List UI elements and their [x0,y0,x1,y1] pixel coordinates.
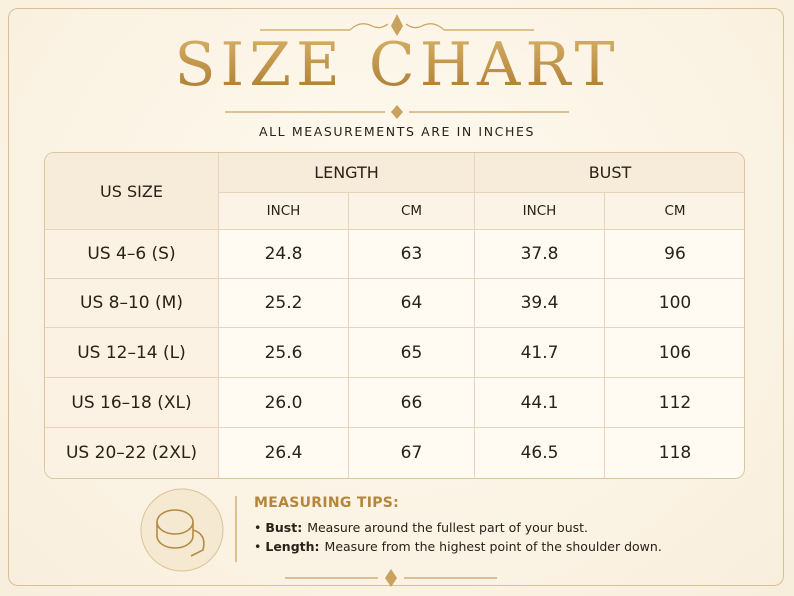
value-cell: 25.6 [219,328,349,378]
unit-header: INCH [475,193,605,230]
value-cell: 65 [349,328,475,378]
value-cell: 39.4 [475,279,605,328]
size-cell: US 4–6 (S) [45,230,219,279]
value-cell: 118 [605,428,744,478]
group-header: BUST [475,153,744,193]
value-cell: 46.5 [475,428,605,478]
value-cell: 112 [605,378,744,428]
size-cell: US 12–14 (L) [45,328,219,378]
value-cell: 25.2 [219,279,349,328]
tip-label: Bust: [265,520,303,535]
unit-header: CM [605,193,744,230]
unit-header: INCH [219,193,349,230]
tip: Bust: Measure around the fullest part of … [254,520,588,535]
size-cell: US 16–18 (XL) [45,378,219,428]
value-cell: 96 [605,230,744,279]
unit-header: CM [349,193,475,230]
value-cell: 26.0 [219,378,349,428]
value-cell: 100 [605,279,744,328]
tip-label: Length: [265,539,320,554]
title: SIZE CHART [0,30,794,100]
group-header: LENGTH [219,153,475,193]
tip-text: Measure from the highest point of the sh… [324,539,662,554]
value-cell: 64 [349,279,475,328]
frame [8,8,784,586]
size-cell: US 20–22 (2XL) [45,428,219,478]
value-cell: 24.8 [219,230,349,279]
tip-text: Measure around the fullest part of your … [307,520,589,535]
value-cell: 41.7 [475,328,605,378]
value-cell: 44.1 [475,378,605,428]
value-cell: 106 [605,328,744,378]
tips-title: MEASURING TIPS: [254,495,400,511]
value-cell: 63 [349,230,475,279]
value-cell: 26.4 [219,428,349,478]
value-cell: 66 [349,378,475,428]
size-header: US SIZE [45,153,219,230]
size-table: US SIZE LENGTH BUST INCH CM INCH CM US 4–6 (S) 2… [44,152,745,479]
value-cell: 37.8 [475,230,605,279]
tip: Length: Measure from the highest point of… [254,539,662,554]
subtitle: ALL MEASUREMENTS ARE IN INCHES [258,124,536,139]
size-cell: US 8–10 (M) [45,279,219,328]
value-cell: 67 [349,428,475,478]
